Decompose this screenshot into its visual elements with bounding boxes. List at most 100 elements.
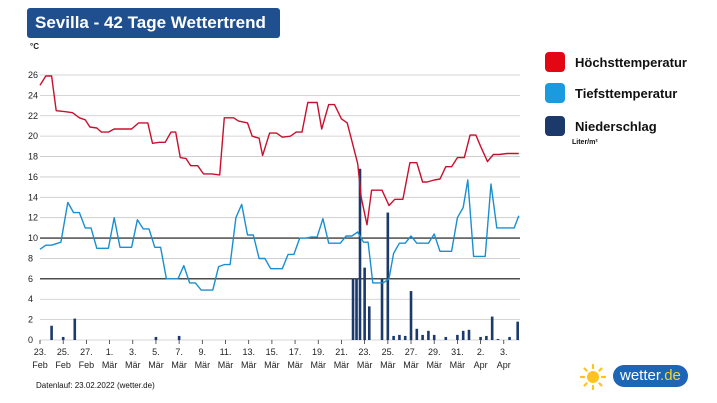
precipitation-bar-27: [496, 338, 500, 340]
legend-item-max-temp: Höchsttemperatur: [545, 52, 687, 72]
y-tick-label-6: 6: [28, 274, 33, 284]
x-tick-month-20: Apr: [497, 360, 511, 370]
logo-word: wetter: [620, 367, 661, 384]
x-tick-month-8: Mär: [218, 360, 234, 370]
x-tick-month-4: Mär: [125, 360, 141, 370]
precipitation-bar-0: [50, 325, 53, 340]
x-tick-month-12: Mär: [311, 360, 327, 370]
precipitation-bar-7: [358, 168, 362, 340]
y-tick-label-14: 14: [28, 192, 38, 202]
x-tick-day-18: 31.: [451, 347, 464, 357]
precipitation-unit-note: Liter/m²: [572, 139, 598, 146]
max-temp-line: [39, 75, 519, 226]
logo-wordmark: wetter.de: [613, 365, 688, 387]
x-tick-month-1: Feb: [55, 360, 71, 370]
legend-swatch-precipitation: [545, 116, 565, 136]
precipitation-bar-15: [409, 291, 413, 340]
precipitation-bar-25: [485, 335, 488, 340]
precipitation-bar-9: [367, 306, 371, 340]
y-tick-label-24: 24: [28, 90, 38, 100]
y-tick-label-8: 8: [28, 253, 33, 263]
legend-swatch-min-temp: [545, 83, 565, 103]
x-tick-month-9: Mär: [241, 360, 257, 370]
wetter-de-logo[interactable]: wetter.de: [580, 364, 690, 390]
x-tick-month-18: Mär: [450, 360, 466, 370]
x-tick-day-0: 23.: [34, 347, 47, 357]
precipitation-bar-19: [432, 334, 436, 340]
legend-swatch-max-temp: [545, 52, 565, 72]
precipitation-bar-2: [73, 318, 77, 340]
precipitation-bar-22: [461, 330, 465, 340]
x-tick-day-3: 1.: [106, 347, 114, 357]
y-tick-label-18: 18: [28, 152, 38, 162]
y-tick-label-12: 12: [28, 213, 38, 223]
legend-item-precipitation: Niederschlag: [545, 116, 657, 136]
y-tick-label-4: 4: [28, 294, 33, 304]
y-axis-unit: °C: [30, 42, 39, 51]
x-tick-month-13: Mär: [334, 360, 350, 370]
y-tick-label-22: 22: [28, 111, 38, 121]
y-tick-label-10: 10: [28, 233, 38, 243]
precipitation-bar-16: [415, 328, 419, 340]
x-tick-day-8: 11.: [220, 347, 232, 357]
y-tick-label-2: 2: [28, 315, 33, 325]
x-tick-month-7: Mär: [195, 360, 211, 370]
x-tick-day-19: 2.: [477, 347, 485, 357]
x-tick-day-1: 25.: [57, 347, 70, 357]
x-tick-day-20: 3.: [500, 347, 508, 357]
x-tick-day-2: 27.: [80, 347, 93, 357]
precipitation-bar-1: [61, 336, 65, 340]
min-temp-line: [39, 179, 520, 291]
x-tick-day-4: 3.: [129, 347, 137, 357]
x-tick-day-13: 21.: [335, 347, 348, 357]
precipitation-bar-20: [444, 336, 448, 340]
legend-label-min-temp: Tiefsttemperatur: [575, 85, 678, 101]
precipitation-bar-23: [467, 329, 471, 340]
precipitation-bar-29: [516, 321, 519, 340]
y-tick-label-16: 16: [28, 172, 38, 182]
x-tick-day-14: 23.: [358, 347, 371, 357]
data-run-footer: Datenlauf: 23.02.2022 (wetter.de): [36, 381, 155, 390]
sun-icon: [580, 364, 606, 390]
x-tick-day-10: 15.: [266, 347, 279, 357]
x-tick-month-11: Mär: [287, 360, 303, 370]
precipitation-bar-13: [398, 334, 401, 340]
y-tick-label-20: 20: [28, 131, 38, 141]
precipitation-bar-14: [403, 335, 407, 340]
x-tick-month-17: Mär: [426, 360, 442, 370]
precipitation-bar-18: [427, 330, 430, 340]
x-tick-month-2: Feb: [79, 360, 95, 370]
precipitation-bar-5: [351, 278, 355, 340]
x-tick-month-14: Mär: [357, 360, 373, 370]
x-tick-day-12: 19.: [312, 347, 325, 357]
precipitation-bar-28: [508, 336, 511, 340]
precipitation-bar-26: [490, 316, 494, 340]
precipitation-bar-12: [392, 335, 395, 340]
x-tick-day-15: 25.: [382, 347, 395, 357]
x-tick-day-17: 29.: [428, 347, 441, 357]
precipitation-bar-10: [380, 278, 384, 340]
precipitation-bar-8: [363, 267, 366, 340]
x-tick-month-0: Feb: [32, 360, 48, 370]
x-tick-month-10: Mär: [264, 360, 280, 370]
legend-item-min-temp: Tiefsttemperatur: [545, 83, 677, 103]
y-tick-label-26: 26: [28, 70, 38, 80]
x-tick-day-7: 9.: [199, 347, 207, 357]
x-tick-day-16: 27.: [405, 347, 418, 357]
x-tick-month-3: Mär: [102, 360, 118, 370]
precipitation-bar-3: [154, 336, 158, 340]
legend-label-precipitation: Niederschlag: [575, 118, 657, 134]
x-tick-day-9: 13.: [242, 347, 255, 357]
chart-title: Sevilla - 42 Tage Wettertrend: [27, 8, 280, 38]
x-tick-month-5: Mär: [148, 360, 164, 370]
x-tick-day-5: 5.: [152, 347, 160, 357]
x-tick-month-16: Mär: [403, 360, 419, 370]
precipitation-bar-24: [479, 336, 482, 340]
logo-tld: .de: [660, 367, 681, 384]
x-tick-day-6: 7.: [175, 347, 183, 357]
x-tick-month-19: Apr: [474, 360, 488, 370]
precipitation-bar-11: [386, 212, 390, 340]
y-tick-label-0: 0: [28, 335, 33, 345]
x-tick-month-6: Mär: [171, 360, 187, 370]
